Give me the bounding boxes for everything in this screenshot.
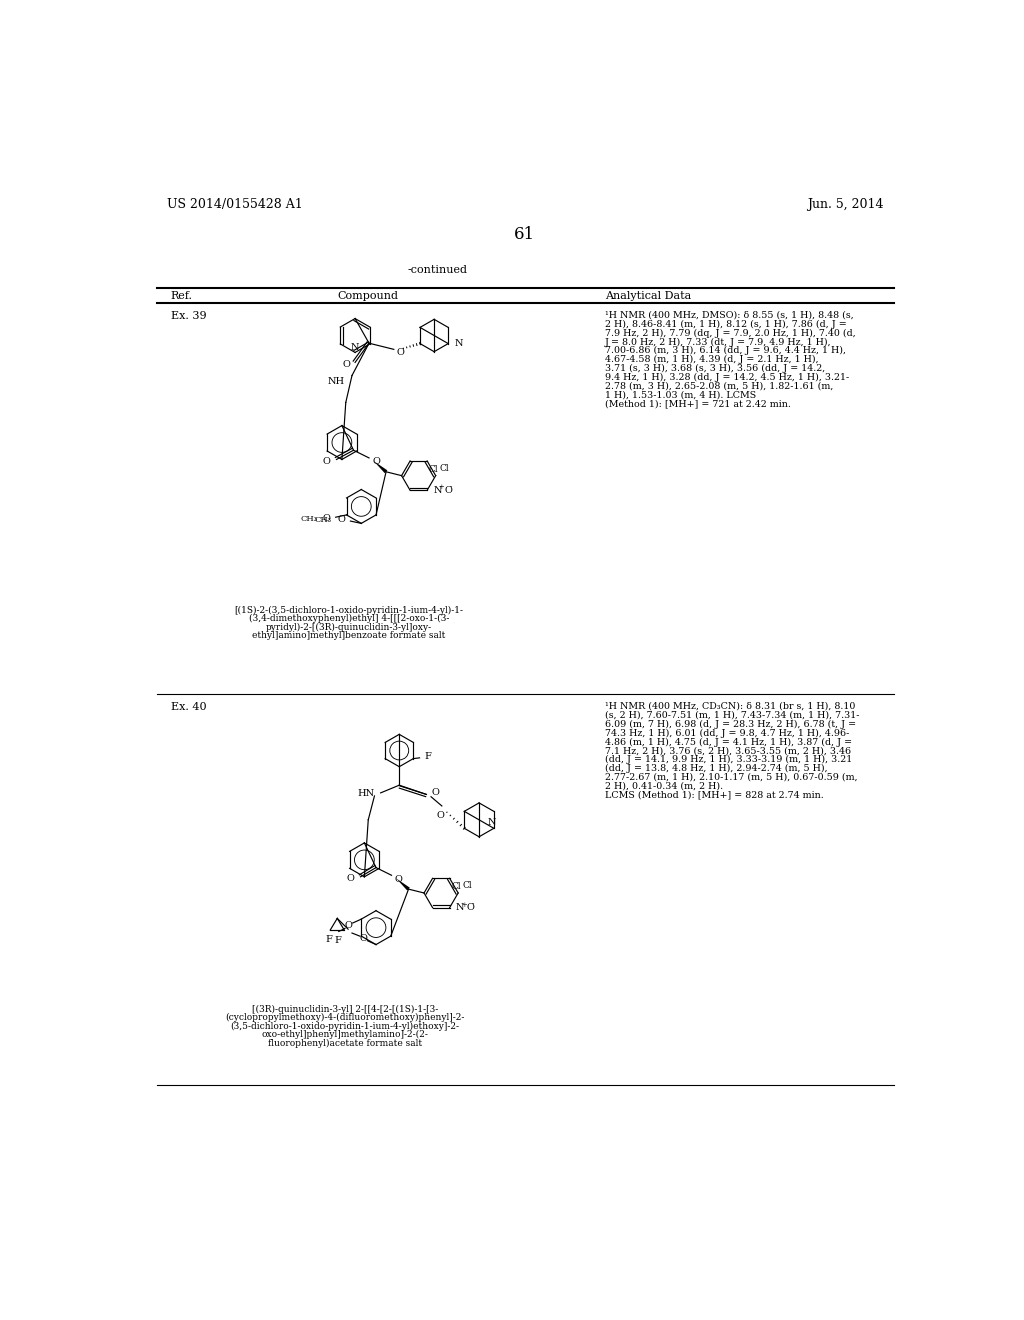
Text: N: N — [455, 339, 463, 348]
Text: O: O — [372, 457, 380, 466]
Text: (dd, J = 14.1, 9.9 Hz, 1 H), 3.33-3.19 (m, 1 H), 3.21: (dd, J = 14.1, 9.9 Hz, 1 H), 3.33-3.19 (… — [604, 755, 852, 764]
Text: O: O — [323, 457, 331, 466]
Text: O: O — [397, 348, 404, 356]
Text: 6.09 (m, 7 H), 6.98 (d, J = 28.3 Hz, 2 H), 6.78 (t, J =: 6.09 (m, 7 H), 6.98 (d, J = 28.3 Hz, 2 H… — [604, 719, 856, 729]
Text: O: O — [323, 515, 330, 523]
Text: Analytical Data: Analytical Data — [604, 290, 691, 301]
Text: Cl: Cl — [439, 463, 450, 473]
Text: Compound: Compound — [338, 290, 398, 301]
Text: 7.00-6.86 (m, 3 H), 6.14 (dd, J = 9.6, 4.4 Hz, 1 H),: 7.00-6.86 (m, 3 H), 6.14 (dd, J = 9.6, 4… — [604, 346, 846, 355]
Polygon shape — [396, 878, 410, 891]
Text: F: F — [335, 936, 341, 945]
Text: 7.9 Hz, 2 H), 7.79 (dq, J = 7.9, 2.0 Hz, 1 H), 7.40 (d,: 7.9 Hz, 2 H), 7.79 (dq, J = 7.9, 2.0 Hz,… — [604, 329, 855, 338]
Text: F: F — [326, 935, 332, 944]
Text: N: N — [433, 486, 441, 495]
Text: 7.1 Hz, 2 H), 3.76 (s, 2 H), 3.65-3.55 (m, 2 H), 3.46: 7.1 Hz, 2 H), 3.76 (s, 2 H), 3.65-3.55 (… — [604, 746, 851, 755]
Text: Ref.: Ref. — [171, 290, 193, 301]
Text: 4.67-4.58 (m, 1 H), 4.39 (d, J = 2.1 Hz, 1 H),: 4.67-4.58 (m, 1 H), 4.39 (d, J = 2.1 Hz,… — [604, 355, 818, 364]
Text: Ex. 39: Ex. 39 — [171, 312, 206, 321]
Text: [(3R)-quinuclidin-3-yl] 2-[[4-[2-[(1S)-1-[3-: [(3R)-quinuclidin-3-yl] 2-[[4-[2-[(1S)-1… — [252, 1005, 438, 1014]
Text: 9.4 Hz, 1 H), 3.28 (dd, J = 14.2, 4.5 Hz, 1 H), 3.21-: 9.4 Hz, 1 H), 3.28 (dd, J = 14.2, 4.5 Hz… — [604, 372, 849, 381]
Text: O: O — [359, 935, 368, 942]
Text: O: O — [467, 903, 474, 912]
Text: Jun. 5, 2014: Jun. 5, 2014 — [807, 198, 884, 211]
Text: CH₃: CH₃ — [300, 515, 317, 523]
Text: +: + — [438, 483, 444, 491]
Text: 3.71 (s, 3 H), 3.68 (s, 3 H), 3.56 (dd, J = 14.2,: 3.71 (s, 3 H), 3.68 (s, 3 H), 3.56 (dd, … — [604, 364, 825, 374]
Text: -continued: -continued — [408, 264, 468, 275]
Text: N: N — [351, 343, 359, 351]
Text: J = 8.0 Hz, 2 H), 7.33 (dt, J = 7.9, 4.9 Hz, 1 H),: J = 8.0 Hz, 2 H), 7.33 (dt, J = 7.9, 4.9… — [604, 338, 831, 347]
Text: N: N — [456, 903, 464, 912]
Text: O: O — [394, 875, 402, 883]
Text: fluorophenyl)acetate formate salt: fluorophenyl)acetate formate salt — [268, 1039, 422, 1048]
Text: pyridyl)-2-[(3R)-quinuclidin-3-yl]oxy-: pyridyl)-2-[(3R)-quinuclidin-3-yl]oxy- — [266, 623, 432, 632]
Text: ¹H NMR (400 MHz, DMSO): δ 8.55 (s, 1 H), 8.48 (s,: ¹H NMR (400 MHz, DMSO): δ 8.55 (s, 1 H),… — [604, 312, 853, 319]
Text: HN: HN — [357, 789, 375, 799]
Text: O: O — [346, 874, 354, 883]
Text: -: - — [472, 900, 474, 908]
Text: 2 H), 8.46-8.41 (m, 1 H), 8.12 (s, 1 H), 7.86 (d, J =: 2 H), 8.46-8.41 (m, 1 H), 8.12 (s, 1 H),… — [604, 319, 847, 329]
Text: (3,4-dimethoxyphenyl)ethyl] 4-[[[2-oxo-1-(3-: (3,4-dimethoxyphenyl)ethyl] 4-[[[2-oxo-1… — [249, 614, 450, 623]
Text: 61: 61 — [514, 226, 536, 243]
Polygon shape — [374, 461, 387, 474]
Text: Ex. 40: Ex. 40 — [171, 702, 206, 711]
Text: Cl: Cl — [452, 882, 461, 891]
Text: (cyclopropylmethoxy)-4-(difluoromethoxy)phenyl]-2-: (cyclopropylmethoxy)-4-(difluoromethoxy)… — [225, 1014, 465, 1022]
Text: (3,5-dichloro-1-oxido-pyridin-1-ium-4-yl)ethoxy]-2-: (3,5-dichloro-1-oxido-pyridin-1-ium-4-yl… — [230, 1022, 460, 1031]
Text: [(1S)-2-(3,5-dichloro-1-oxido-pyridin-1-ium-4-yl)-1-: [(1S)-2-(3,5-dichloro-1-oxido-pyridin-1-… — [234, 606, 464, 615]
Text: N: N — [488, 817, 497, 826]
Text: 1 H), 1.53-1.03 (m, 4 H). LCMS: 1 H), 1.53-1.03 (m, 4 H). LCMS — [604, 391, 756, 400]
Text: 4.86 (m, 1 H), 4.75 (d, J = 4.1 Hz, 1 H), 3.87 (d, J =: 4.86 (m, 1 H), 4.75 (d, J = 4.1 Hz, 1 H)… — [604, 738, 852, 747]
Text: 2 H), 0.41-0.34 (m, 2 H).: 2 H), 0.41-0.34 (m, 2 H). — [604, 781, 723, 791]
Text: NH: NH — [327, 378, 344, 385]
Text: (dd, J = 13.8, 4.8 Hz, 1 H), 2.94-2.74 (m, 5 H),: (dd, J = 13.8, 4.8 Hz, 1 H), 2.94-2.74 (… — [604, 764, 827, 774]
Text: 74.3 Hz, 1 H), 6.01 (dd, J = 9.8, 4.7 Hz, 1 H), 4.96-: 74.3 Hz, 1 H), 6.01 (dd, J = 9.8, 4.7 Hz… — [604, 729, 849, 738]
Text: (s, 2 H), 7.60-7.51 (m, 1 H), 7.43-7.34 (m, 1 H), 7.31-: (s, 2 H), 7.60-7.51 (m, 1 H), 7.43-7.34 … — [604, 711, 859, 719]
Text: O: O — [444, 486, 452, 495]
Text: ethyl]amino]methyl]benzoate formate salt: ethyl]amino]methyl]benzoate formate salt — [252, 631, 445, 640]
Text: O: O — [343, 360, 350, 370]
Text: 2.77-2.67 (m, 1 H), 2.10-1.17 (m, 5 H), 0.67-0.59 (m,: 2.77-2.67 (m, 1 H), 2.10-1.17 (m, 5 H), … — [604, 774, 857, 781]
Text: Cl: Cl — [462, 880, 472, 890]
Text: -: - — [450, 483, 452, 491]
Text: +: + — [461, 900, 467, 908]
Text: LCMS (Method 1): [MH+] = 828 at 2.74 min.: LCMS (Method 1): [MH+] = 828 at 2.74 min… — [604, 791, 823, 800]
Text: ¹H NMR (400 MHz, CD₃CN): δ 8.31 (br s, 1 H), 8.10: ¹H NMR (400 MHz, CD₃CN): δ 8.31 (br s, 1… — [604, 702, 855, 711]
Text: 2.78 (m, 3 H), 2.65-2.08 (m, 5 H), 1.82-1.61 (m,: 2.78 (m, 3 H), 2.65-2.08 (m, 5 H), 1.82-… — [604, 381, 833, 391]
Text: (Method 1): [MH+] = 721 at 2.42 min.: (Method 1): [MH+] = 721 at 2.42 min. — [604, 400, 791, 408]
Text: O: O — [436, 810, 444, 820]
Text: US 2014/0155428 A1: US 2014/0155428 A1 — [167, 198, 302, 211]
Text: O: O — [345, 921, 353, 929]
Text: oxo-ethyl]phenyl]methylamino]-2-(2-: oxo-ethyl]phenyl]methylamino]-2-(2- — [261, 1030, 428, 1039]
Text: CH₃: CH₃ — [314, 516, 332, 524]
Text: O: O — [337, 515, 345, 524]
Text: F: F — [424, 752, 431, 760]
Text: Cl: Cl — [429, 465, 438, 474]
Text: O: O — [431, 788, 439, 797]
